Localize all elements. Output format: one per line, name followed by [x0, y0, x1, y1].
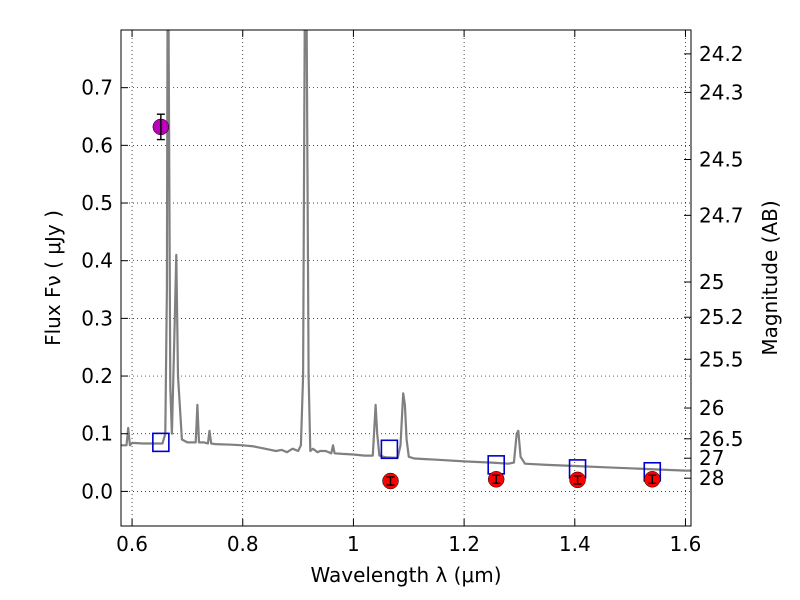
- grid: [121, 30, 691, 526]
- series-group: [121, 30, 691, 490]
- mag-tick-label: 26: [699, 396, 724, 420]
- x-axis-label: Wavelength λ (μm): [310, 563, 501, 587]
- y-tick-label: 0.0: [81, 479, 113, 503]
- x-tick-label: 0.8: [227, 532, 259, 556]
- x-tick-label: 1.2: [448, 532, 480, 556]
- y-tick-label: 0.6: [81, 133, 113, 157]
- mag-tick-label: 25.2: [699, 305, 744, 329]
- y2-axis-label: Magnitude (AB): [758, 200, 782, 355]
- mag-tick-label: 28: [699, 466, 724, 490]
- ticks: 0.6 0.8 1 1.2 1.4 1.6 0.0 0.1 0.2 0.3 0.4 0.5 0.6 0.7…: [81, 30, 744, 556]
- mag-tick-label: 24.2: [699, 42, 744, 66]
- mag-tick-label: 26.5: [699, 427, 744, 451]
- y-tick-label: 0.4: [81, 249, 113, 273]
- y-axis-label: Flux Fν ( μJy ): [41, 210, 65, 346]
- x-tick-label: 0.6: [116, 532, 148, 556]
- y-tick-label: 0.1: [81, 422, 113, 446]
- x-tick-label: 1.4: [559, 532, 591, 556]
- y-tick-label: 0.2: [81, 364, 113, 388]
- mag-tick-label: 25.5: [699, 347, 744, 371]
- mag-tick-label: 25: [699, 270, 724, 294]
- mag-tick-label: 24.3: [699, 80, 744, 104]
- plot-frame: [120, 29, 692, 527]
- x-tick-label: 1: [347, 532, 360, 556]
- model-photometry-point: [152, 432, 170, 453]
- x-tick-label: 1.6: [670, 532, 702, 556]
- spectrum-line: [121, 30, 691, 472]
- y-tick-label: 0.5: [81, 191, 113, 215]
- model-photometry-point: [380, 439, 399, 460]
- y-tick-label: 0.3: [81, 306, 113, 330]
- mag-tick-label: 27: [699, 446, 724, 470]
- mag-tick-label: 24.5: [699, 148, 744, 172]
- mag-tick-label: 24.7: [699, 203, 744, 227]
- plot-area: [121, 30, 691, 490]
- y-tick-label: 0.7: [81, 76, 113, 100]
